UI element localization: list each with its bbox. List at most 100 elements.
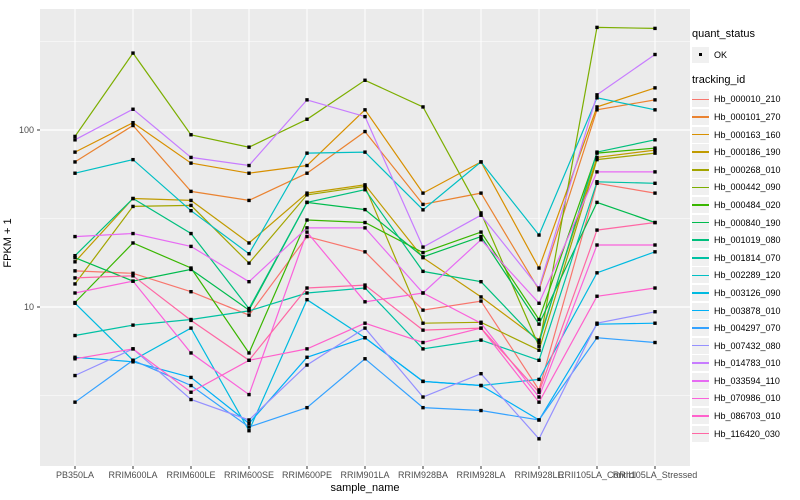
data-point [247,418,251,422]
data-point [73,276,77,280]
legend-tracking-id-items: Hb_000010_210 Hb_000101_270 Hb_000163_160 H… [692,91,798,443]
legend-key-box [692,179,709,196]
data-point [479,279,483,284]
legend-item-Hb_000186_190: Hb_000186_190 [692,143,798,161]
legend-key-line-icon [692,168,709,171]
data-point [305,98,309,102]
data-point [189,351,193,355]
legend-key-box [692,214,709,231]
legend-item-label: Hb_001814_070 [714,252,781,263]
legend-key-box [692,302,709,319]
data-point [653,108,657,112]
data-point [653,138,657,142]
data-point [73,291,77,295]
data-point [73,234,77,239]
data-point [479,321,483,325]
data-point [595,170,599,174]
data-point [479,238,483,242]
data-point [421,395,425,399]
legend-item-quant-status-ok: OK [692,46,798,64]
legend-key-line-icon [692,239,709,241]
data-point [305,405,309,410]
data-point [595,321,599,325]
legend-item-label: Hb_001019_080 [714,235,781,246]
data-point [421,379,425,384]
data-point [247,145,251,149]
data-point [595,105,599,109]
data-point [305,355,309,359]
legend-item-label: Hb_000840_190 [714,217,781,228]
legend-item-Hb_003126_090: Hb_003126_090 [692,284,798,302]
data-point [595,243,599,247]
data-point [653,243,657,247]
data-point [189,133,193,137]
data-point [189,390,193,394]
legend-item-label: Hb_000101_270 [714,111,781,122]
x-tick-label-RRII105LA_Control: RRII105LA_Control [557,470,637,480]
data-point [421,208,425,212]
data-point [595,93,599,97]
data-point [479,383,483,388]
data-point [363,286,367,290]
data-point [131,241,135,245]
legend-key-line-icon [692,432,709,435]
data-point [479,160,483,164]
data-point [305,191,309,195]
legend-title-tracking-id: tracking_id [692,73,746,86]
data-point [363,114,367,119]
data-point [363,326,367,330]
data-point [247,425,251,429]
legend-item-Hb_001019_080: Hb_001019_080 [692,231,798,249]
legend-item-label: Hb_004297_070 [714,323,781,334]
data-point [653,26,657,31]
data-point [479,295,483,299]
data-point [73,260,77,264]
legend-item-label: Hb_070986_010 [714,393,781,404]
data-point [305,297,309,302]
data-point [189,375,193,380]
data-point [537,418,541,422]
data-point [595,294,599,298]
data-point [595,150,599,154]
data-point [363,187,367,192]
legend-key-line-icon [692,309,709,312]
data-point [537,286,541,290]
data-point [305,363,309,367]
data-point [479,211,483,215]
data-point [363,78,367,82]
legend-item-label: OK [714,49,728,60]
data-point [131,323,135,327]
legend-key-line-icon [692,327,709,329]
data-point [189,383,193,388]
legend-key-box [692,267,709,284]
x-tick-label-RRIM928LA: RRIM928LA [456,470,506,480]
x-tick-label-RRIM928LE: RRIM928LE [514,470,564,480]
legend-item-Hb_000163_160: Hb_000163_160 [692,126,798,144]
data-point [653,310,657,314]
data-point [189,189,193,194]
legend-item-Hb_070986_010: Hb_070986_010 [692,390,798,408]
data-point [653,191,657,195]
data-point [421,245,425,249]
data-point [131,347,135,351]
data-point [73,333,77,338]
legend-key-box [692,408,709,425]
legend-item-Hb_000101_270: Hb_000101_270 [692,108,798,126]
legend-key-box [692,161,709,178]
data-point [363,336,367,340]
legend-item-Hb_086703_010: Hb_086703_010 [692,407,798,425]
legend-key-line-icon [692,274,709,277]
data-point [537,400,541,404]
data-point [363,108,367,112]
data-point [421,321,425,325]
data-point [421,105,425,109]
data-point [73,400,77,404]
legend-item-label: Hb_003878_010 [714,305,781,316]
legend-item-label: Hb_002289_120 [714,270,781,281]
y-tick-label: 10 [23,302,34,312]
legend-item-Hb_014783_010: Hb_014783_010 [692,355,798,373]
data-point [305,163,309,168]
data-point [653,146,657,150]
data-point [305,117,309,121]
